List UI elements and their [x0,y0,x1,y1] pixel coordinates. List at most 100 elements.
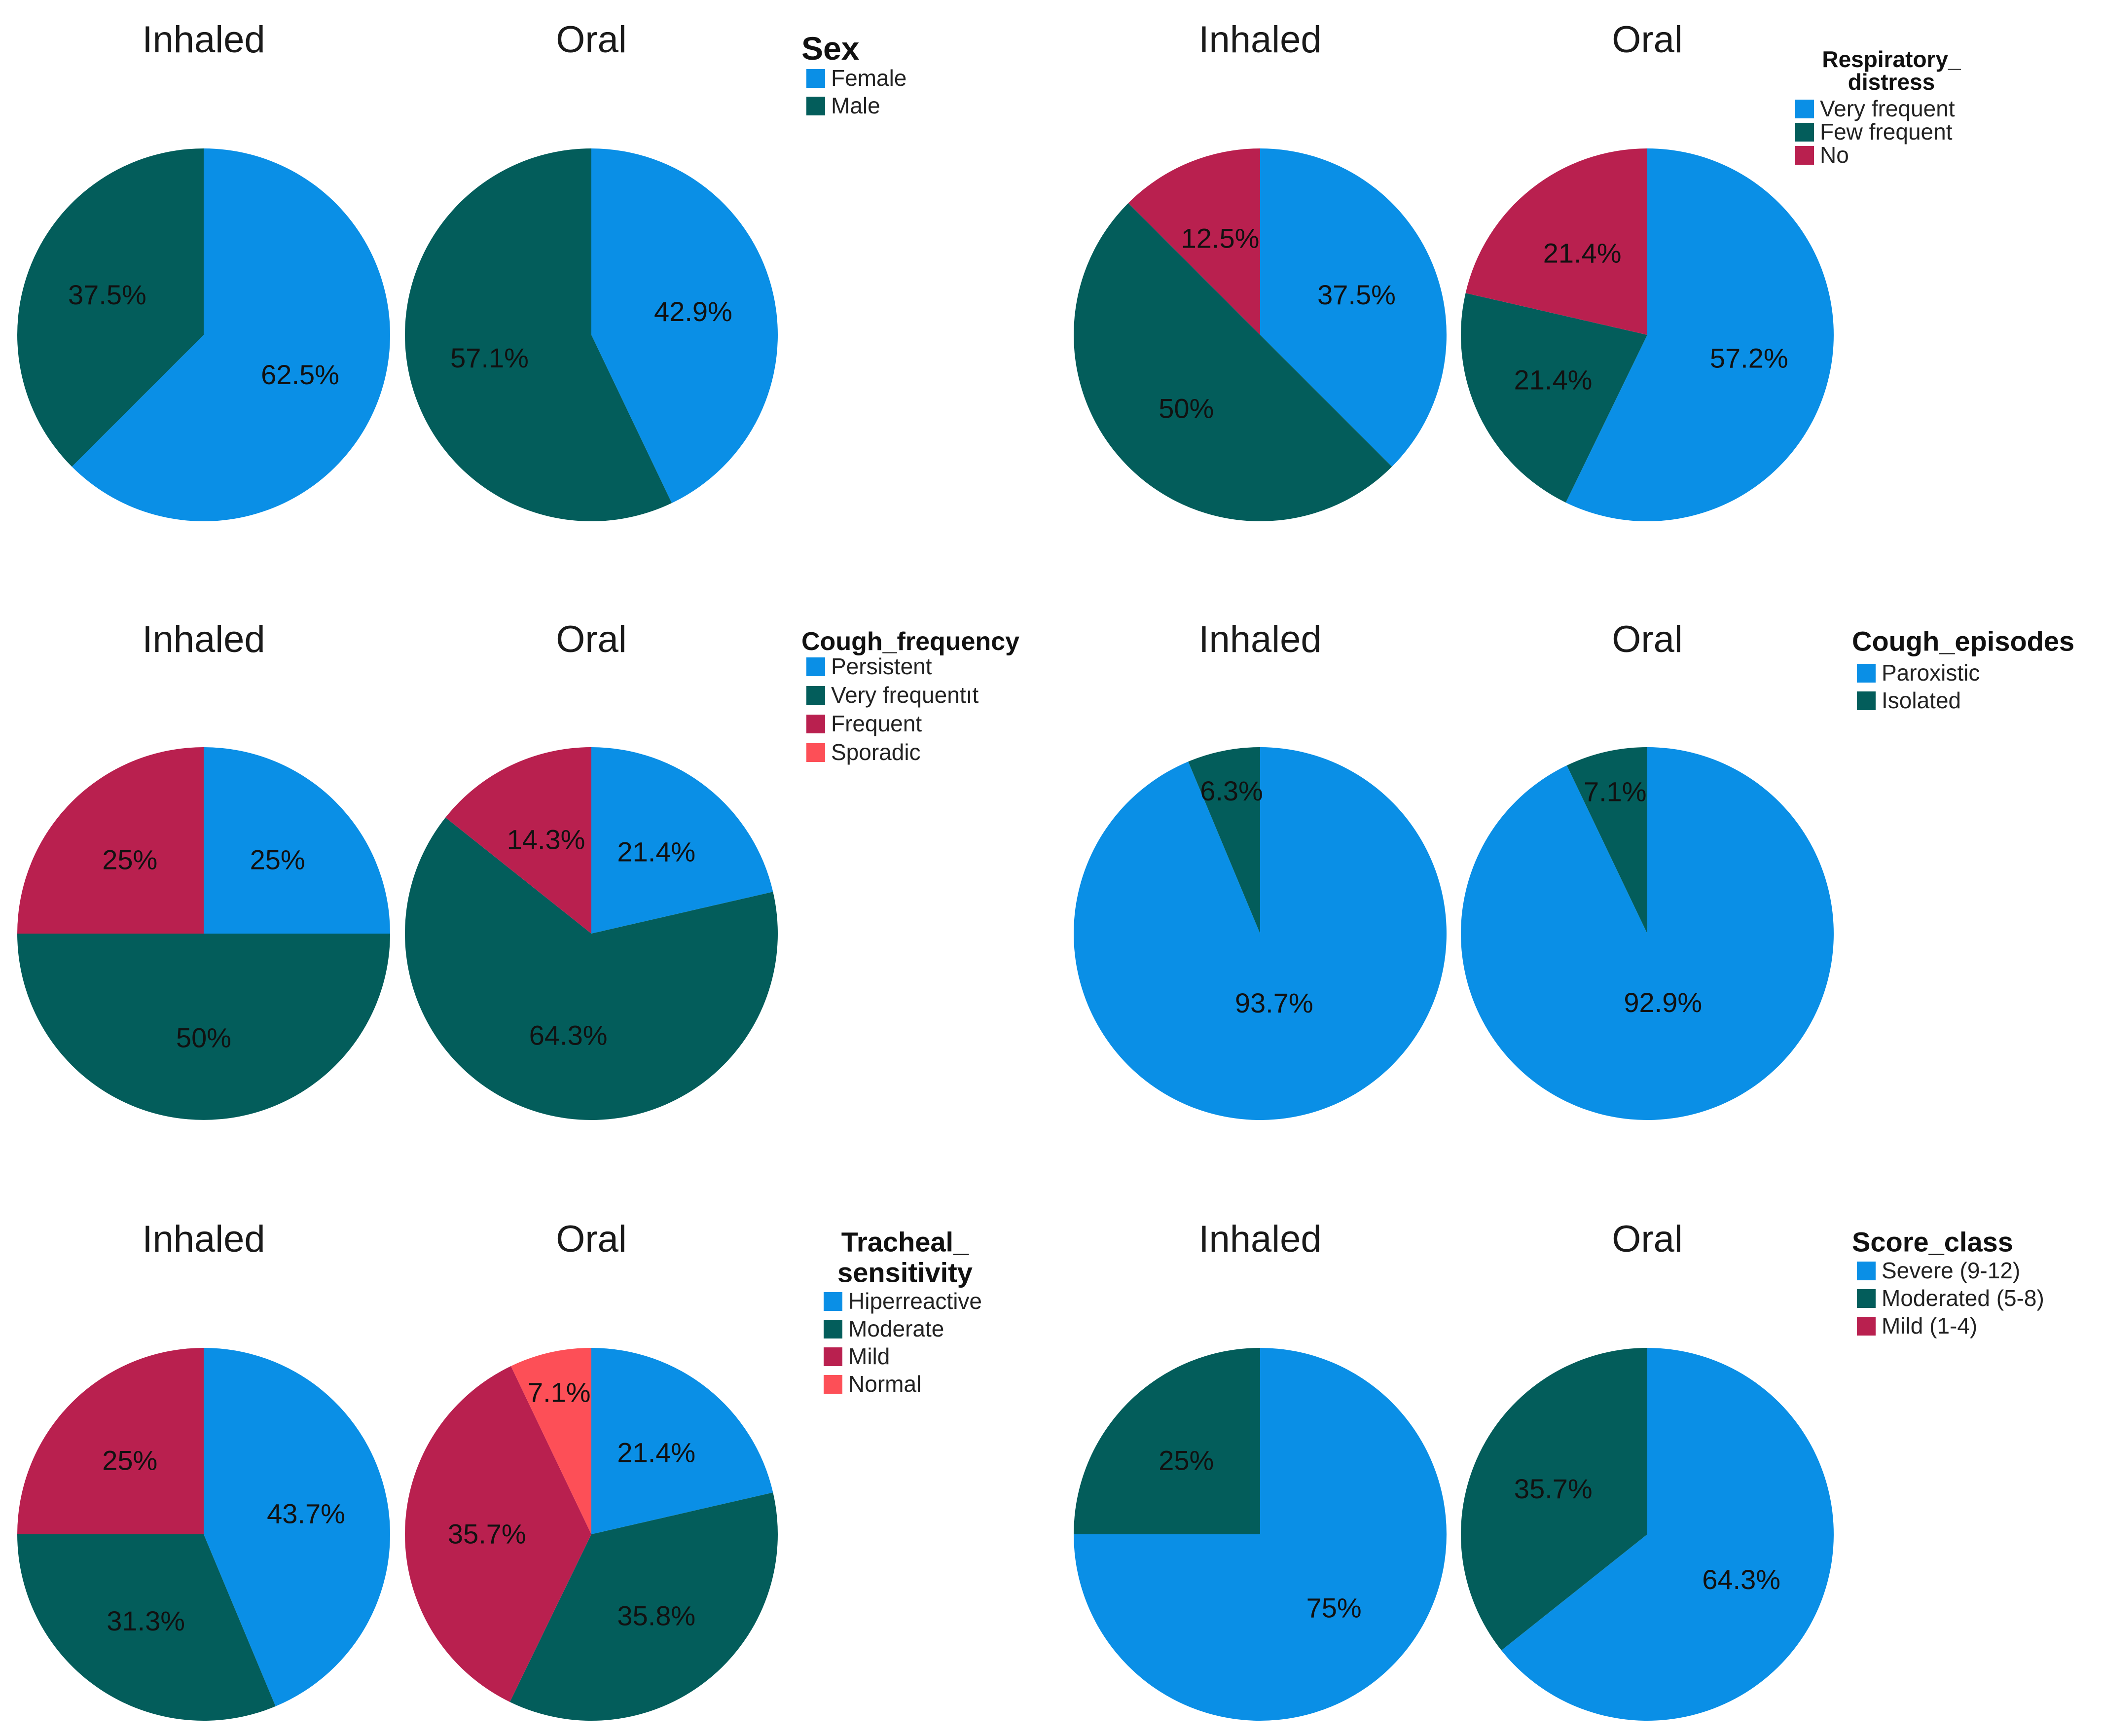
legend-title: Sex [801,30,860,67]
pie-slice-few-frequent [1074,203,1392,521]
pie-tracheal-sensitivity-inhaled: Inhaled 43.7% 31.3% 25% [17,1218,391,1721]
pie-slice-male [17,148,204,467]
legend-item-hiperreactive: Hiperreactive [824,1288,982,1314]
legend-swatch [824,1320,842,1338]
slice-data-label: 7.1% [528,1376,591,1408]
legend-item-male: Male [806,93,880,118]
legend-swatch [1857,664,1876,683]
pie-title: Inhaled [142,19,265,61]
chart-sex: Inhaled 62.5% 37.5% Oral 42.9% 57.1% SexFemale… [17,19,906,522]
pie-title: Inhaled [1198,19,1321,61]
pie-slice-isolated [1566,747,1647,934]
slice-data-label: 35.7% [1514,1473,1593,1504]
legend-swatch [1857,1289,1876,1308]
slice-data-label: 25% [1159,1445,1214,1476]
pie-slice-mild [17,1348,204,1534]
pie-slice-frequent [445,747,591,934]
chart-cough-frequency: Inhaled 25% 50% 25% Oral 21.4% 64.3% 14.3% Cough… [17,618,1019,1120]
legend-label: Very frequentıt [831,682,979,708]
legend-swatch [806,97,825,115]
slice-data-label: 31.3% [107,1605,185,1636]
legend-label: Hiperreactive [848,1288,982,1314]
legend-swatch [1795,146,1814,165]
legend-swatch [806,743,825,762]
slice-data-label: 6.3% [1200,775,1263,806]
pie-respiratory-distress-inhaled: Inhaled 37.5% 50% 12.5% [1074,19,1447,521]
pie-title: Inhaled [1198,618,1321,660]
pie-slice-very-frequent [1565,148,1834,521]
slice-data-label: 35.8% [617,1600,695,1631]
pie-title: Oral [1612,19,1683,61]
pie-slice-few-frequent [1461,293,1647,503]
legend-item-normal: Normal [824,1371,921,1397]
pie-slice-hiperreactive [204,1348,391,1706]
pie-tracheal-sensitivity-oral: Oral 21.4% 35.8% 35.7% 7.1% [405,1218,778,1721]
pie-slice-female [72,148,391,521]
legend-item-very-frequent-t: Very frequentıt [806,682,979,708]
legend-item-moderated-5-8: Moderated (5-8) [1857,1285,2044,1311]
legend-item-mild-1-4: Mild (1-4) [1857,1313,1977,1338]
legend-swatch [806,686,825,705]
slice-data-label: 75% [1306,1592,1362,1624]
legend-swatch [1857,691,1876,710]
legend-label: Severe (9-12) [1882,1258,2020,1283]
slice-data-label: 25% [250,844,305,875]
pie-slice-male [404,148,672,522]
slice-data-label: 42.9% [654,296,732,327]
legend-swatch [824,1347,842,1366]
pie-slice-female [591,148,778,504]
pie-slice-persistent [591,747,773,934]
slice-data-label: 50% [176,1022,231,1053]
legend-swatch [806,69,825,88]
legend-item-persistent: Persistent [806,653,932,679]
legend-label: Mild (1-4) [1882,1313,1977,1338]
legend-label: Paroxistic [1882,660,1980,686]
slice-data-label: 25% [102,844,157,875]
legend-swatch [806,715,825,733]
pie-cough-episodes-oral: Oral 92.9% 7.1% [1461,618,1834,1120]
slice-data-label: 93.7% [1235,987,1313,1018]
legend-item-sporadic: Sporadic [806,739,921,765]
legend-swatch [824,1292,842,1311]
slice-data-label: 64.3% [529,1019,608,1050]
pie-slice-moderate [509,1492,778,1721]
pie-slice-no [1128,148,1260,335]
slice-data-label: 57.2% [1710,342,1788,373]
legend-swatch [1795,100,1814,118]
slice-data-label: 14.3% [507,824,585,855]
legend-label: Normal [848,1371,921,1397]
legend-tracheal-sensitivity: Tracheal_ sensitivityHiperreactiveModerat… [824,1227,982,1397]
legend-label: Moderated (5-8) [1882,1285,2044,1311]
slice-data-label: 21.4% [617,836,695,867]
slice-data-label: 12.5% [1181,222,1260,253]
slice-data-label: 37.5% [1317,279,1396,310]
slice-data-label: 21.4% [1514,364,1593,395]
legend-label: Female [831,65,906,91]
legend-label: Persistent [831,653,932,679]
legend-label: Mild [848,1343,890,1369]
pie-title: Inhaled [1198,1218,1321,1260]
legend-label: Few frequent [1820,119,1953,145]
legend-item-isolated: Isolated [1857,687,1961,713]
pie-sex-inhaled: Inhaled 62.5% 37.5% [17,19,391,521]
legend-item-paroxistic: Paroxistic [1857,660,1980,686]
pie-slice-persistent [204,747,390,934]
pie-slice-isolated [1188,747,1260,934]
legend-title: Cough_episodes [1852,626,2074,657]
legend-label: Male [831,93,880,118]
legend-item-moderate: Moderate [824,1316,944,1341]
pie-slice-hiperreactive [591,1348,773,1534]
pie-slice-frequent [17,747,204,934]
pie-score-class-oral: Oral 64.3% 35.7% [1461,1218,1834,1721]
pie-score-class-inhaled: Inhaled 75% 25% [1074,1218,1447,1721]
pie-slice-very-frequent-t [405,817,778,1120]
legend-title: Score_class [1852,1227,2013,1258]
slice-data-label: 7.1% [1584,776,1647,807]
legend-title: Cough_frequency [801,627,1019,656]
legend-item-female: Female [806,65,906,91]
pie-title: Inhaled [142,618,265,660]
legend-swatch [824,1375,842,1394]
